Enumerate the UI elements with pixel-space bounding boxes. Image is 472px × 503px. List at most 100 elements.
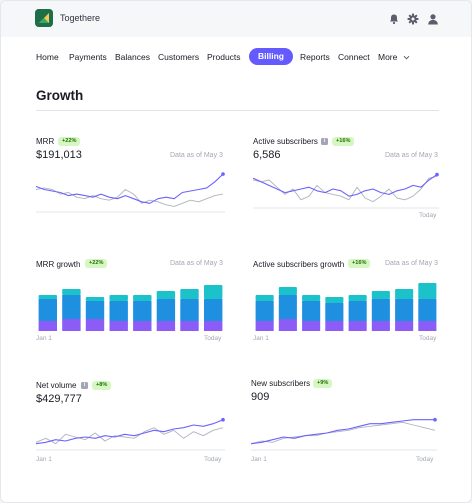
bar-segment-purple [62,319,81,331]
bell-icon[interactable] [388,12,400,25]
active-subscribers-growth-x-start: Jan 1 [253,335,269,342]
series-line-previous [252,175,438,203]
info-icon[interactable]: i [321,138,328,145]
bar-segment-purple [204,321,223,331]
net-volume-value: $429,777 [36,393,82,405]
bar-segment-purple [325,321,344,331]
mrr-growth-x-start: Jan 1 [36,335,52,342]
nav-connect[interactable]: Connect [338,52,370,62]
series-line-previous [35,187,224,207]
bar-segment-blue [255,301,274,321]
bar-segment-teal [204,285,223,299]
bar-segment-blue [156,299,176,321]
bar-segment-teal [371,291,390,299]
bar-segment-purple [302,321,321,331]
leaf-logo-icon[interactable] [35,9,53,27]
bar-segment-teal [325,297,344,303]
series-endpoint [221,417,225,422]
bar-segment-teal [278,287,297,295]
new-subscribers-value: 909 [251,391,270,403]
bar-segment-teal [38,295,57,299]
bar-segment-blue [204,299,223,321]
nav-balances[interactable]: Balances [115,52,150,62]
bar-segment-blue [62,295,81,319]
mrr-growth-as-of: Data as of May 3 [170,260,223,267]
mrr-growth-x-end: Today [204,335,222,342]
bar-segment-blue [133,301,152,321]
mrr-badge: +22% [58,137,81,146]
series-line-previous [35,427,224,445]
bar-segment-blue [109,301,128,321]
bar-segment-teal [180,289,199,299]
bar-segment-blue [395,299,414,321]
bar-segment-purple [278,319,297,331]
bar-segment-blue [180,299,199,321]
bar-segment-blue [38,299,57,321]
nav-payments[interactable]: Payments [69,52,107,62]
mrr-growth-title[interactable]: MRR growth [36,260,81,269]
series-line-current [35,173,224,204]
bar-segment-teal [62,289,81,295]
active-subscribers-growth-title[interactable]: Active subscribers growth [253,260,345,269]
bar-segment-purple [418,321,437,331]
new-subscribers-chart[interactable] [250,415,437,451]
mrr-title[interactable]: MRR [36,137,55,146]
bar-segment-teal [348,295,367,301]
series-endpoint [435,172,439,177]
active-subscribers-growth-x-end: Today [419,335,437,342]
bar-segment-purple [395,321,414,331]
bar-segment-purple [38,321,57,331]
mrr-growth-chart[interactable] [36,281,225,331]
nav-home[interactable]: Home [36,52,59,62]
active-subscribers-value: 6,586 [253,149,281,161]
series-line-previous [250,421,436,445]
title-divider [36,110,439,111]
brand-name: Togethere [60,13,101,23]
bar-segment-purple [85,319,105,331]
nav-products[interactable]: Products [207,52,241,62]
bar-segment-teal [395,289,414,299]
new-subscribers-badge: +9% [313,379,333,388]
bar-segment-purple [255,321,274,331]
active-subscribers-chart[interactable] [252,169,439,209]
gear-icon[interactable] [407,12,419,25]
nav-reports[interactable]: Reports [300,52,330,62]
nav-billing[interactable]: Billing [249,48,293,65]
active-subscribers-growth-badge: +16% [348,259,371,268]
series-line-current [35,419,224,445]
page-title: Growth [36,88,84,103]
bar-segment-blue [85,301,105,319]
bar-segment-teal [302,295,321,301]
nav-more-label: More [378,52,398,62]
series-endpoint [433,417,437,422]
chevron-down-icon [403,56,410,60]
active-subscribers-title[interactable]: Active subscribers [253,137,318,146]
net-volume-x-end: Today [204,456,222,463]
bar-segment-purple [371,321,390,331]
user-icon[interactable] [427,12,439,25]
bar-segment-purple [156,321,176,331]
active-subscribers-as-of: Data as of May 3 [385,152,438,159]
bar-segment-teal [156,291,176,299]
bar-segment-blue [278,295,297,319]
bar-segment-blue [302,301,321,321]
nav-more[interactable]: More [378,52,410,62]
bar-segment-blue [348,301,367,321]
bar-segment-teal [85,297,105,301]
net-volume-title[interactable]: Net volume [36,381,77,390]
new-subscribers-title[interactable]: New subscribers [251,379,311,388]
main-nav: Home Payments Balances Customers Product… [1,45,471,71]
active-subscribers-badge: +16% [332,137,355,146]
net-volume-chart[interactable] [35,415,225,451]
nav-customers[interactable]: Customers [158,52,200,62]
active-subscribers-x-end: Today [419,212,437,219]
series-endpoint [221,172,225,176]
active-subscribers-growth-chart[interactable] [253,281,439,331]
bar-segment-blue [371,299,390,321]
mrr-growth-badge: +22% [85,259,108,268]
mrr-chart[interactable] [35,169,225,213]
series-line-current [250,419,435,445]
info-icon[interactable]: i [81,382,88,389]
bar-segment-teal [255,295,274,301]
